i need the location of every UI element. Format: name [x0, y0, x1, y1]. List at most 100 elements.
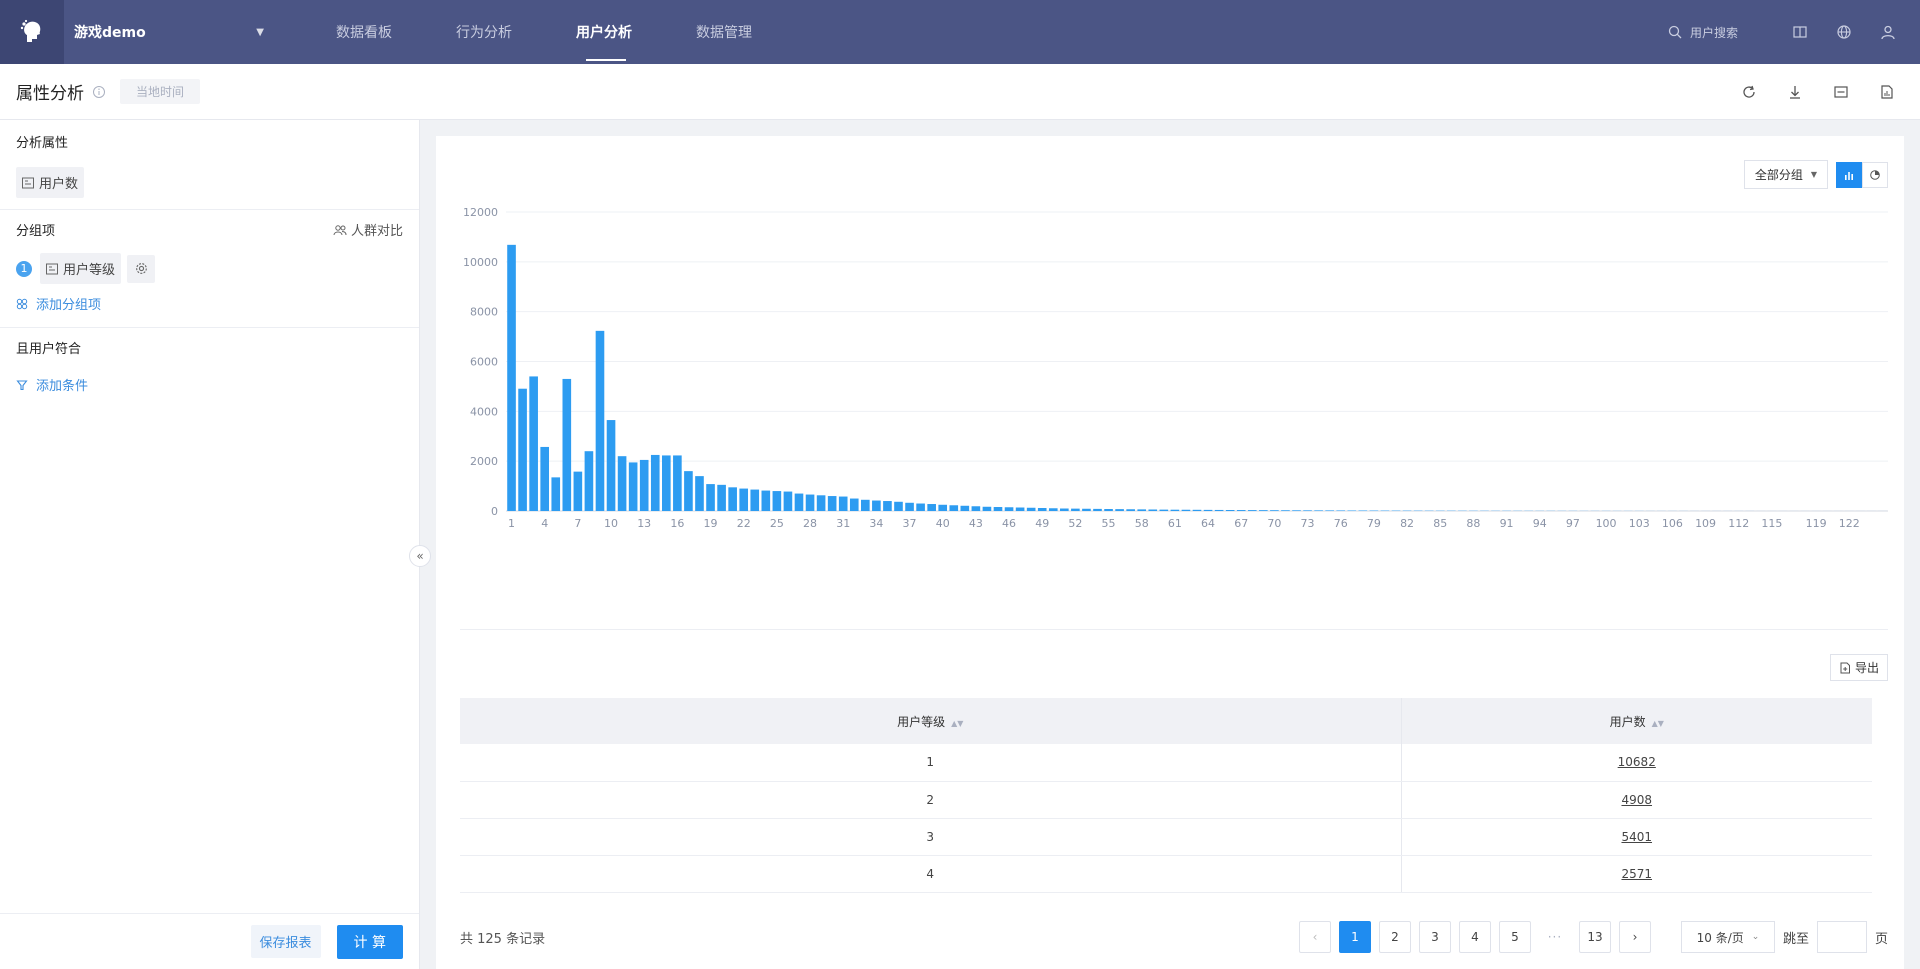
chart-bar[interactable]: [949, 505, 959, 511]
page-2[interactable]: 2: [1378, 921, 1411, 953]
chart-bar[interactable]: [805, 494, 815, 511]
collapse-panel-button[interactable]: «: [409, 545, 431, 567]
book-icon[interactable]: [1792, 24, 1808, 40]
page-ellipsis[interactable]: ···: [1547, 930, 1563, 944]
chart-bar[interactable]: [684, 471, 693, 511]
metric-chip[interactable]: 用户数: [16, 167, 85, 198]
jump-page-input[interactable]: [1816, 921, 1867, 953]
crowd-compare-button[interactable]: 人群对比: [333, 220, 403, 239]
chart-bar[interactable]: [595, 330, 605, 511]
timezone-tag[interactable]: 当地时间: [120, 79, 201, 104]
page-1[interactable]: 1: [1338, 921, 1371, 953]
project-switcher[interactable]: 游戏demo ▼: [64, 22, 274, 42]
chart-bar[interactable]: [982, 506, 992, 511]
chart-bar[interactable]: [1292, 510, 1301, 511]
add-condition-button[interactable]: 添加条件: [16, 375, 403, 394]
info-icon[interactable]: [92, 85, 106, 99]
chart-bar[interactable]: [1170, 509, 1180, 511]
chart-bar[interactable]: [1026, 507, 1036, 511]
user-count-link[interactable]: 5401: [1621, 829, 1653, 844]
user-icon[interactable]: [1880, 24, 1896, 40]
chart-bar[interactable]: [573, 471, 583, 511]
chart-bar[interactable]: [883, 501, 892, 511]
chart-bar[interactable]: [1060, 508, 1069, 511]
chart-bar[interactable]: [728, 487, 737, 511]
app-logo[interactable]: [0, 0, 64, 64]
chart-bar[interactable]: [1104, 509, 1113, 511]
chart-bar[interactable]: [639, 459, 649, 511]
column-header-user-count[interactable]: 用户数 ▲▼: [1401, 698, 1872, 744]
chart-bar[interactable]: [1115, 509, 1124, 511]
chart-bar[interactable]: [1037, 508, 1047, 511]
nav-item-behavior-analysis[interactable]: 行为分析: [456, 25, 512, 41]
chart-bar[interactable]: [1247, 510, 1257, 511]
chart-bar[interactable]: [662, 455, 671, 511]
globe-icon[interactable]: [1836, 24, 1852, 40]
chart-bar[interactable]: [606, 420, 616, 511]
chart-bar[interactable]: [673, 455, 682, 511]
page-5[interactable]: 5: [1498, 921, 1531, 953]
chart-bar[interactable]: [794, 493, 804, 511]
page-3[interactable]: 3: [1418, 921, 1451, 953]
nav-item-user-analysis[interactable]: 用户分析: [544, 0, 664, 64]
group-chip[interactable]: 用户等级: [40, 253, 122, 284]
chart-bar[interactable]: [518, 388, 527, 511]
chart-bar[interactable]: [562, 378, 572, 511]
user-count-link[interactable]: 10682: [1617, 755, 1656, 770]
prev-page-button[interactable]: ‹: [1298, 921, 1331, 953]
nav-item-data-management[interactable]: 数据管理: [696, 25, 752, 41]
chart-bar[interactable]: [993, 507, 1003, 511]
chart-bar[interactable]: [849, 498, 859, 511]
chart-bar[interactable]: [894, 501, 903, 511]
user-count-link[interactable]: 4908: [1621, 792, 1653, 807]
chart-bar[interactable]: [1015, 507, 1025, 511]
bar-chart-toggle[interactable]: [1836, 161, 1862, 188]
page-last[interactable]: 13: [1578, 921, 1611, 953]
chart-bar[interactable]: [938, 504, 948, 511]
chart-bar[interactable]: [872, 500, 881, 511]
chart-bar[interactable]: [1214, 509, 1224, 511]
sort-icon[interactable]: ▲▼: [951, 718, 964, 728]
chart-bar[interactable]: [507, 244, 516, 512]
sort-icon[interactable]: ▲▼: [1651, 718, 1664, 728]
chart-bar[interactable]: [960, 505, 970, 511]
chart-bar[interactable]: [1159, 509, 1169, 511]
chart-bar[interactable]: [1082, 508, 1091, 511]
chart-bar[interactable]: [861, 499, 870, 511]
chart-bar[interactable]: [827, 496, 837, 511]
chart-bar[interactable]: [1004, 507, 1014, 511]
next-page-button[interactable]: ›: [1618, 921, 1651, 953]
chart-bar[interactable]: [1137, 509, 1147, 511]
chart-bar[interactable]: [1192, 509, 1202, 511]
chart-bar[interactable]: [1303, 510, 1312, 511]
chart-bar[interactable]: [706, 484, 715, 511]
chart-bar[interactable]: [717, 484, 726, 511]
chart-bar[interactable]: [1325, 510, 1334, 511]
chart-bar[interactable]: [1259, 510, 1268, 511]
chart-bar[interactable]: [628, 462, 638, 511]
chart-bar[interactable]: [650, 454, 660, 511]
chart-bar[interactable]: [695, 476, 704, 511]
pie-chart-toggle[interactable]: [1862, 161, 1888, 188]
chart-bar[interactable]: [739, 488, 749, 511]
user-count-link[interactable]: 2571: [1621, 866, 1653, 881]
group-settings-button[interactable]: [127, 254, 156, 283]
chart-bar[interactable]: [750, 489, 760, 511]
chart-bar[interactable]: [816, 495, 826, 511]
chart-bar[interactable]: [1148, 509, 1158, 511]
report-icon[interactable]: [1879, 84, 1895, 100]
save-report-button[interactable]: 保存报表: [250, 925, 321, 958]
chart-bar[interactable]: [1314, 510, 1323, 511]
download-icon[interactable]: [1787, 84, 1803, 100]
chart-bar[interactable]: [1270, 510, 1279, 511]
chart-bar[interactable]: [927, 504, 936, 511]
sql-icon[interactable]: [1833, 84, 1849, 100]
page-size-select[interactable]: 10 条/页 ⌄: [1680, 921, 1775, 953]
add-group-button[interactable]: 添加分组项: [16, 294, 403, 313]
chart-bar[interactable]: [1071, 508, 1080, 511]
chart-bar[interactable]: [1126, 509, 1135, 511]
chart-bar[interactable]: [905, 502, 914, 511]
chart-bar[interactable]: [1225, 510, 1235, 511]
chart-bar[interactable]: [838, 496, 848, 511]
chart-bar[interactable]: [1093, 508, 1102, 511]
